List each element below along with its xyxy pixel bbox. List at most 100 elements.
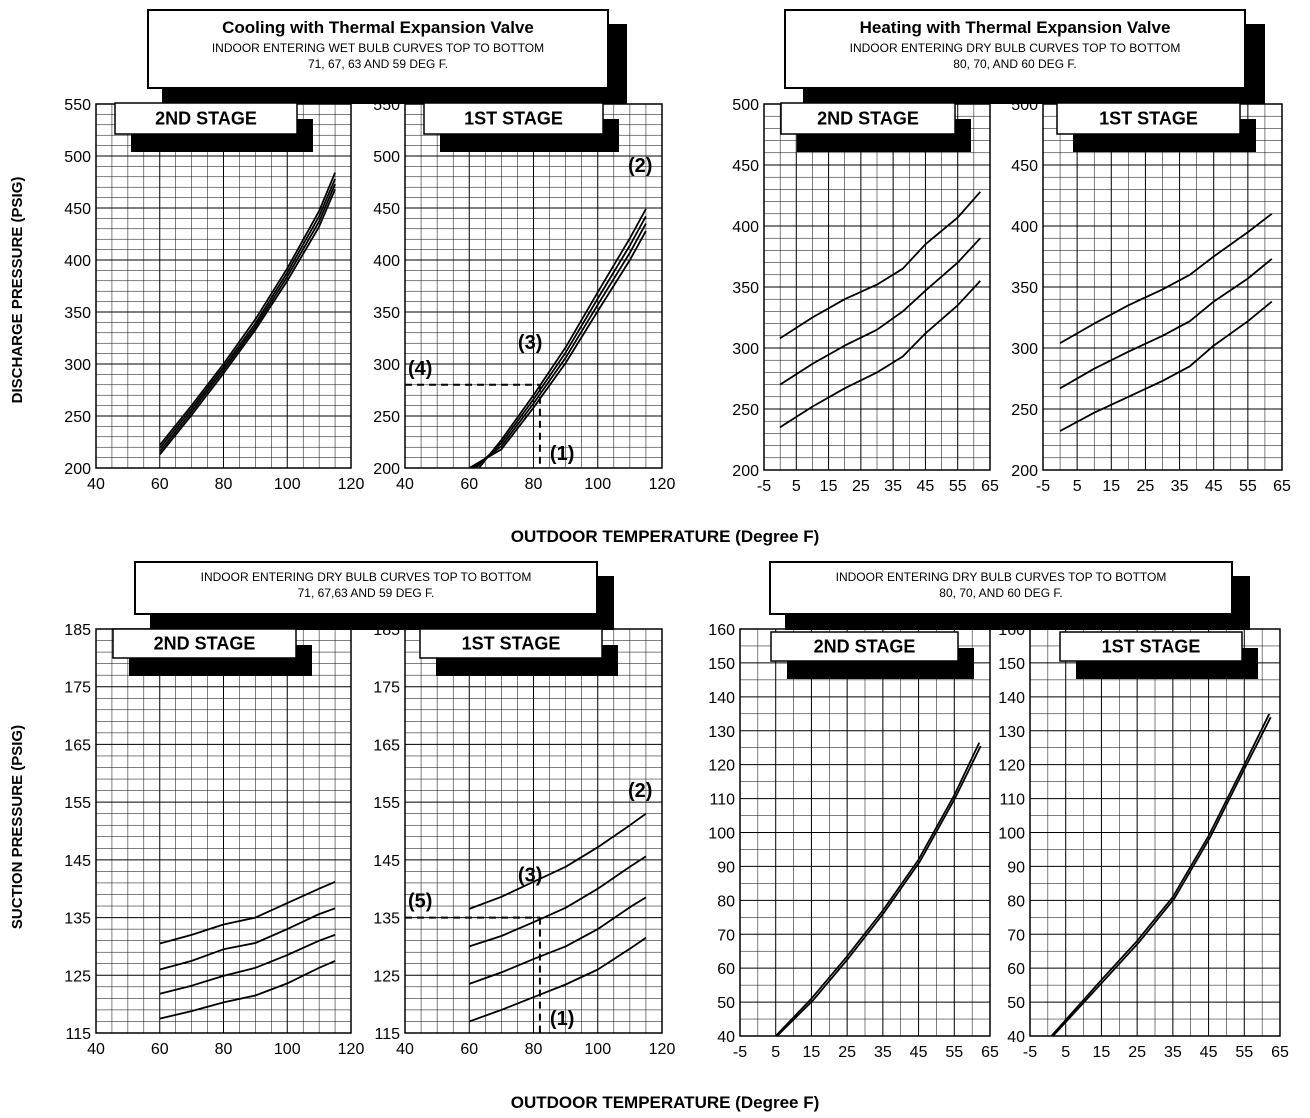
bottom-outdoor-temp-xlabel: OUTDOOR TEMPERATURE (Degree F) (511, 1093, 820, 1112)
y-tick-label: 185 (373, 622, 400, 639)
y-tick-label: 40 (717, 1029, 735, 1046)
x-tick-label: 80 (215, 476, 233, 493)
x-tick-label: 100 (584, 476, 611, 493)
x-tick-label: 65 (981, 1044, 999, 1061)
y-tick-label: 70 (717, 927, 735, 944)
curve-series-2 (159, 178, 336, 449)
top-outdoor-temp-xlabel: OUTDOOR TEMPERATURE (Degree F) (511, 527, 820, 546)
y-tick-label: 165 (64, 737, 91, 754)
cool-suc-1st-panel: 40 60 80 100 120 115 125 135 145 155 165 175 185 1ST … (373, 622, 675, 1058)
curve-series-4 (159, 188, 336, 456)
x-tick-label: 25 (838, 1044, 856, 1061)
y-tick-label: 300 (1011, 341, 1038, 358)
x-tick-label: 60 (460, 1041, 478, 1058)
y-tick-label: 40 (1007, 1029, 1025, 1046)
x-tick-label: 5 (792, 478, 801, 495)
curve-series-3 (1059, 300, 1273, 432)
curve-series-2 (475, 215, 647, 469)
x-tick-label: 25 (1137, 478, 1155, 495)
stage-title: 2ND STAGE (814, 637, 916, 657)
curve-series-1 (468, 812, 647, 910)
x-tick-label: 55 (1239, 478, 1257, 495)
y-tick-label: 115 (65, 1026, 91, 1043)
curve-series-1 (1059, 213, 1273, 344)
y-tick-label: 140 (708, 690, 735, 707)
heat-suc-1st-panel: -5 5 15 25 35 45 55 65 40 50 60 70 80 90 100 110 120 130 1… (998, 622, 1289, 1061)
y-tick-label: 125 (64, 968, 91, 985)
callout-label: (1) (550, 1008, 574, 1030)
curve-series-4 (468, 937, 647, 1023)
y-tick-label: 80 (1007, 893, 1025, 910)
curve-series-1 (779, 191, 981, 339)
bottom-cooling-legend-box: INDOOR ENTERING DRY BULB CURVES TOP TO B… (134, 561, 614, 630)
plot-frame (739, 628, 991, 1037)
stage-banner (114, 102, 298, 135)
x-tick-label: 40 (87, 476, 105, 493)
y-tick-label: 120 (998, 758, 1025, 775)
heating-subtitle-2: 80, 70, AND 60 DEG F. (953, 57, 1076, 71)
stage-title: 1ST STAGE (1099, 109, 1198, 129)
y-tick-label: 500 (1011, 97, 1038, 114)
y-tick-label: 300 (373, 357, 400, 374)
curve-series-3 (468, 896, 647, 985)
y-tick-label: 550 (373, 97, 400, 114)
discharge-pressure-ylabel: DISCHARGE PRESSURE (PSIG) (9, 177, 26, 404)
bottom-heating-subtitle-1: INDOOR ENTERING DRY BULB CURVES TOP TO B… (836, 570, 1167, 584)
x-tick-label: 60 (151, 476, 169, 493)
curve-series-1 (159, 880, 336, 945)
curve-series-2 (159, 907, 336, 971)
y-tick-label: 450 (64, 201, 91, 218)
curve-series-2 (1052, 716, 1272, 1037)
y-tick-label: 130 (708, 724, 735, 741)
x-tick-label: 35 (1171, 478, 1189, 495)
y-tick-label: 500 (373, 149, 400, 166)
curve-series-4 (159, 960, 336, 1020)
y-tick-label: 155 (373, 795, 400, 812)
x-tick-label: 80 (525, 1041, 543, 1058)
bottom-heating-subtitle-2: 80, 70, AND 60 DEG F. (939, 586, 1062, 600)
bottom-cooling-subtitle-1: INDOOR ENTERING DRY BULB CURVES TOP TO B… (201, 570, 532, 584)
heat-dis-2nd-panel: -5 5 15 25 35 45 55 65 200 250 300 350 400 450 500 2ND … (732, 97, 999, 495)
stage-title: 2ND STAGE (154, 634, 256, 654)
y-tick-label: 175 (64, 680, 91, 697)
bottom-heating-legend-box: INDOOR ENTERING DRY BULB CURVES TOP TO B… (769, 561, 1250, 630)
y-tick-label: 400 (373, 253, 400, 270)
stage-title: 2ND STAGE (155, 109, 257, 129)
y-tick-label: 200 (64, 461, 91, 478)
x-tick-label: 40 (87, 1041, 105, 1058)
stage-title: 1ST STAGE (462, 634, 561, 654)
x-tick-label: 65 (1273, 478, 1291, 495)
y-tick-label: 135 (373, 911, 400, 928)
y-tick-label: 450 (373, 201, 400, 218)
y-tick-label: 400 (1011, 219, 1038, 236)
x-tick-label: -5 (757, 478, 771, 495)
y-tick-label: 550 (64, 97, 91, 114)
y-tick-label: 400 (732, 219, 759, 236)
y-tick-label: 185 (64, 622, 91, 639)
y-tick-label: 350 (64, 305, 91, 322)
y-tick-label: 400 (64, 253, 91, 270)
x-tick-label: 100 (274, 1041, 301, 1058)
stage-banner (1056, 102, 1241, 135)
y-tick-label: 50 (1007, 995, 1025, 1012)
y-tick-label: 200 (732, 463, 759, 480)
x-tick-label: 45 (1205, 478, 1223, 495)
curve-series-1 (1050, 713, 1271, 1037)
y-tick-label: 350 (373, 305, 400, 322)
heating-subtitle-1: INDOOR ENTERING DRY BULB CURVES TOP TO B… (850, 41, 1181, 55)
stage-banner (112, 628, 297, 659)
curve-series-3 (159, 183, 336, 452)
curve-series-4 (468, 230, 647, 469)
x-tick-label: 60 (460, 476, 478, 493)
cooling-subtitle-2: 71, 67, 63 AND 59 DEG F. (308, 57, 448, 71)
y-tick-label: 110 (709, 792, 735, 809)
cooling-legend-box: Cooling with Thermal Expansion Valve IND… (147, 9, 627, 104)
y-tick-label: 145 (373, 853, 400, 870)
callout-label: (5) (408, 891, 432, 913)
y-tick-label: 100 (708, 826, 735, 843)
curve-series-2 (776, 745, 982, 1037)
x-tick-label: 100 (584, 1041, 611, 1058)
y-tick-label: 90 (1007, 859, 1025, 876)
heating-title: Heating with Thermal Expansion Valve (860, 18, 1171, 37)
x-tick-label: 45 (910, 1044, 928, 1061)
